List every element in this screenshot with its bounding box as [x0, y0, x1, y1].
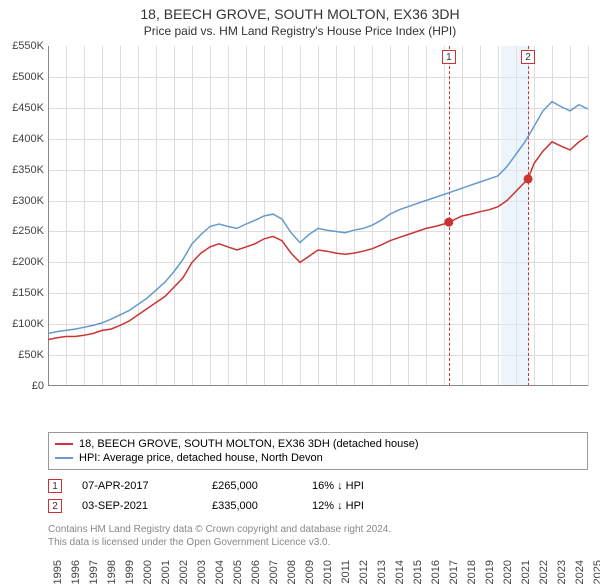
- legend-label: HPI: Average price, detached house, Nort…: [79, 452, 323, 464]
- chart-plot-area: [48, 46, 588, 386]
- sale-date: 03-SEP-2021: [82, 500, 192, 512]
- legend: 18, BEECH GROVE, SOUTH MOLTON, EX36 3DH …: [48, 432, 588, 470]
- sale-marker-icon: 2: [48, 499, 62, 513]
- chart-title: 18, BEECH GROVE, SOUTH MOLTON, EX36 3DH: [0, 0, 600, 22]
- footer-line: This data is licensed under the Open Gov…: [48, 537, 330, 548]
- legend-label: 18, BEECH GROVE, SOUTH MOLTON, EX36 3DH …: [79, 438, 419, 450]
- legend-swatch: [55, 457, 73, 459]
- legend-item: 18, BEECH GROVE, SOUTH MOLTON, EX36 3DH …: [55, 437, 581, 451]
- sale-price: £335,000: [212, 500, 292, 512]
- sale-date: 07-APR-2017: [82, 480, 192, 492]
- footer-line: Contains HM Land Registry data © Crown c…: [48, 524, 391, 535]
- sales-row: 1 07-APR-2017 £265,000 16% ↓ HPI: [48, 476, 588, 496]
- sale-diff: 12% ↓ HPI: [312, 500, 412, 512]
- legend-swatch: [55, 443, 73, 445]
- sale-price: £265,000: [212, 480, 292, 492]
- chart-subtitle: Price paid vs. HM Land Registry's House …: [0, 22, 600, 42]
- sales-table: 1 07-APR-2017 £265,000 16% ↓ HPI 2 03-SE…: [48, 476, 588, 516]
- sales-row: 2 03-SEP-2021 £335,000 12% ↓ HPI: [48, 496, 588, 516]
- legend-item: HPI: Average price, detached house, Nort…: [55, 451, 581, 465]
- sale-diff: 16% ↓ HPI: [312, 480, 412, 492]
- sale-marker-icon: 1: [48, 479, 62, 493]
- footer-attribution: Contains HM Land Registry data © Crown c…: [48, 524, 588, 549]
